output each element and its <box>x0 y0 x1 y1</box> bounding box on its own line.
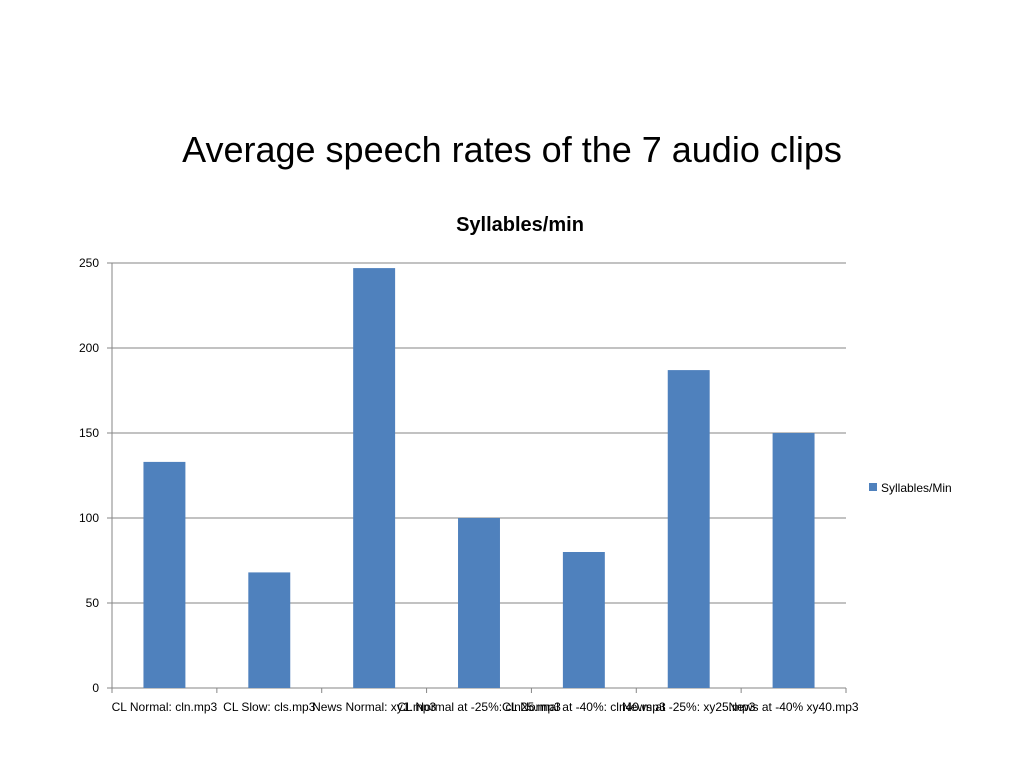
chart-title: Syllables/min <box>456 214 584 236</box>
bar <box>143 461 186 688</box>
y-tick-label: 150 <box>79 426 99 440</box>
bar <box>562 552 605 688</box>
x-tick-label: News at -40% xy40.mp3 <box>729 700 859 714</box>
x-tick-label: News at -25%: xy25.mp3 <box>622 700 756 714</box>
x-tick-label: CL Normal at -40%: cln40.mp3 <box>502 700 666 714</box>
bar <box>667 370 710 688</box>
y-tick-label: 200 <box>79 341 99 355</box>
y-tick-label: 250 <box>79 256 99 270</box>
legend-label: Syllables/Min <box>881 481 952 495</box>
bar <box>772 433 815 688</box>
legend-swatch <box>869 483 877 491</box>
y-tick-label: 0 <box>92 681 99 695</box>
bar <box>248 572 291 688</box>
slide-title: Average speech rates of the 7 audio clip… <box>182 129 842 170</box>
y-tick-label: 100 <box>79 511 99 525</box>
x-tick-label: CL Normal at -25%: cln25.mp3 <box>397 700 561 714</box>
x-tick-label: CL Slow: cls.mp3 <box>223 700 316 714</box>
y-tick-label: 50 <box>86 596 100 610</box>
x-tick-label: News Normal: xy1.mp3 <box>312 700 436 714</box>
bar <box>353 268 396 688</box>
x-tick-label: CL Normal: cln.mp3 <box>112 700 218 714</box>
bar <box>458 518 500 688</box>
